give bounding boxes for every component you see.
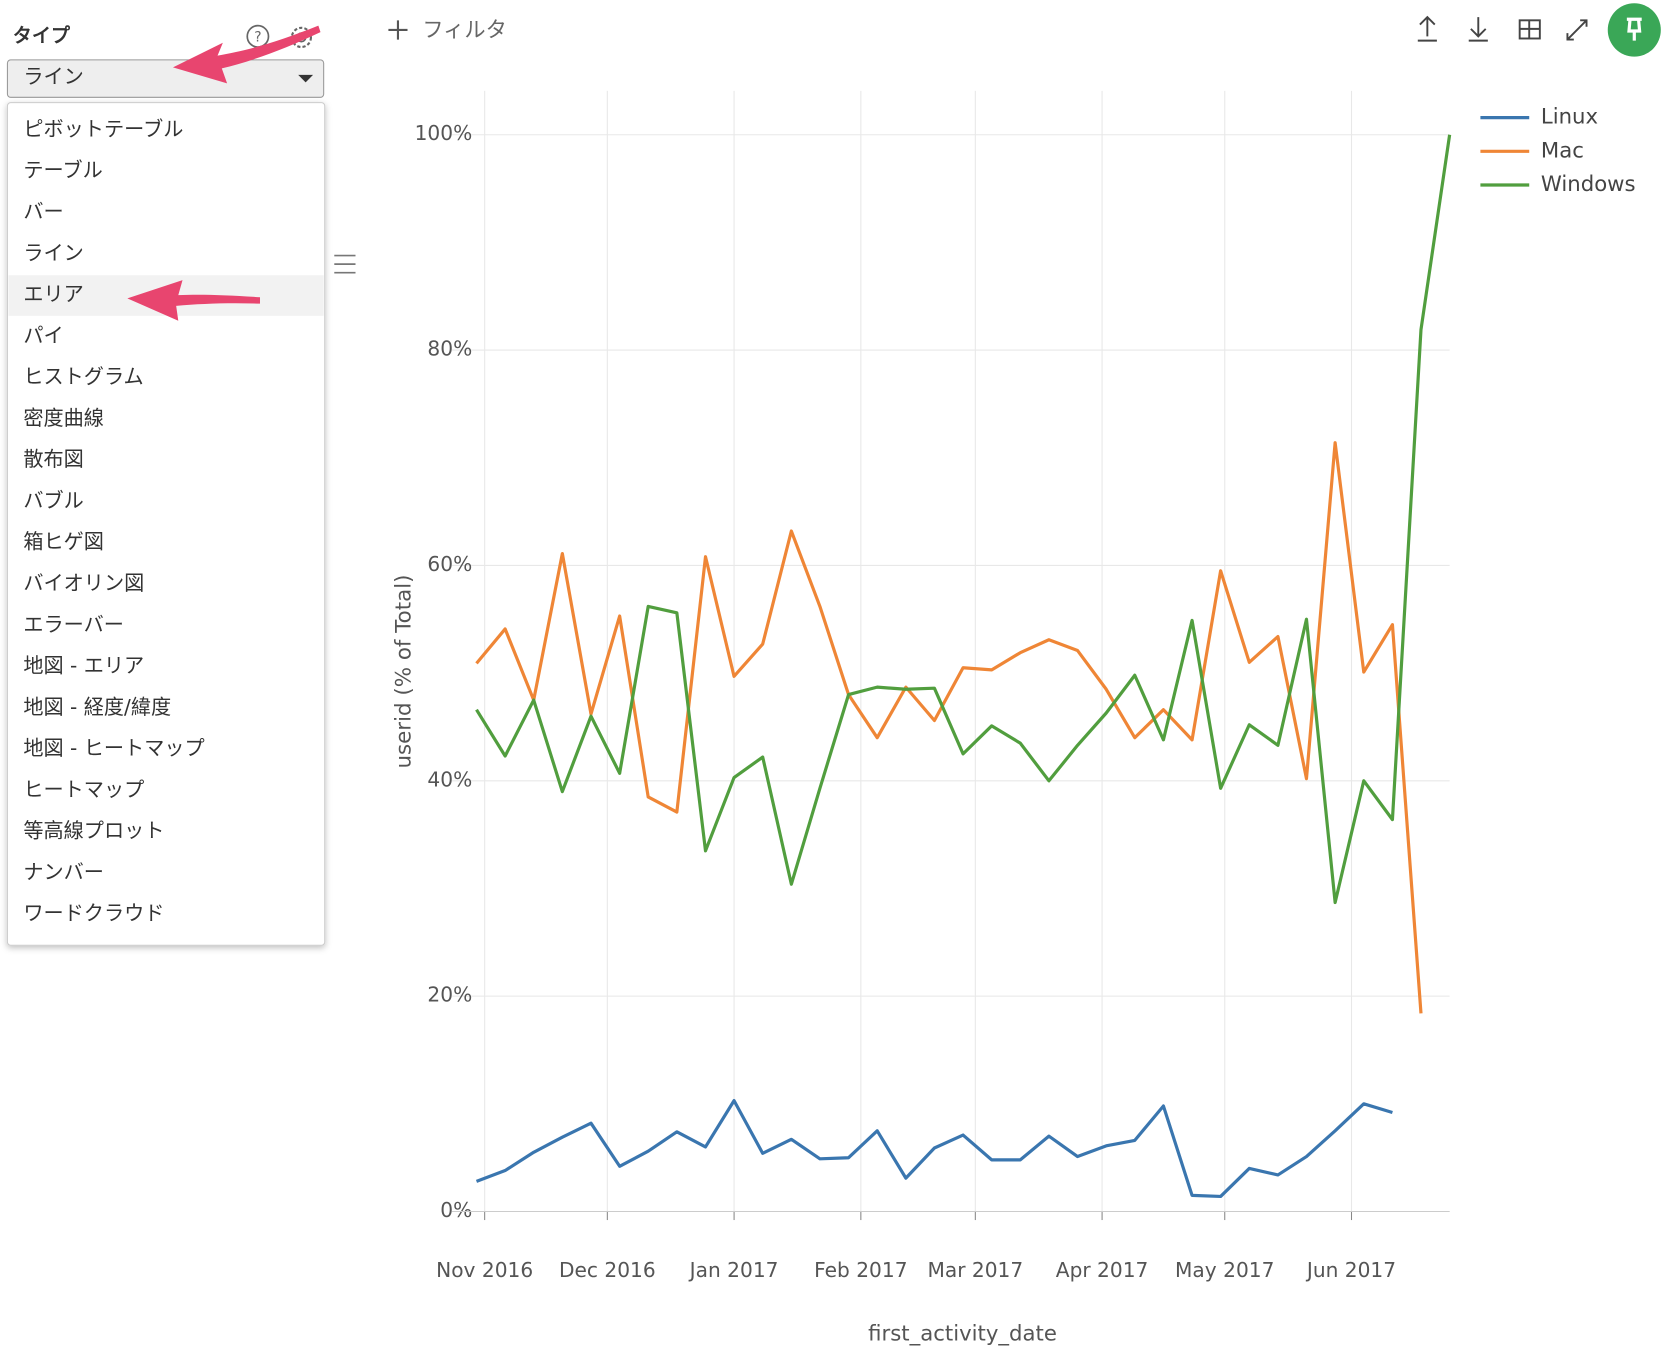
- y-tick-label: 60%: [427, 552, 472, 576]
- menu-option[interactable]: バイオリン図: [23, 571, 144, 595]
- x-tick-label: Jan 2017: [688, 1258, 779, 1282]
- menu-option[interactable]: 散布図: [23, 447, 83, 471]
- y-tick-label: 0%: [440, 1198, 472, 1222]
- menu-option[interactable]: エラーバー: [23, 612, 124, 636]
- svg-text:?: ?: [254, 29, 261, 45]
- menu-option[interactable]: エリア: [23, 282, 83, 306]
- menu-option[interactable]: ヒストグラム: [23, 365, 143, 389]
- y-tick-label: 40%: [427, 767, 472, 791]
- series-line: [475, 1099, 1393, 1199]
- x-tick-label: Jun 2017: [1305, 1258, 1396, 1282]
- help-icon[interactable]: ?: [246, 24, 270, 48]
- chart: 0% 20% 40% 60% 80% 100% Nov 2016 Dec 2016 Jan 20…: [391, 90, 1636, 1347]
- menu-option[interactable]: バー: [23, 199, 63, 223]
- y-tick-label: 20%: [427, 983, 472, 1007]
- expand-icon[interactable]: [1566, 19, 1588, 41]
- dropdown-list: ピボットテーブルテーブルバーラインエリアパイヒストグラム密度曲線散布図バブル箱ヒ…: [8, 117, 324, 925]
- selected-type: ライン: [23, 65, 83, 89]
- y-axis-title: userid (% of Total): [391, 574, 416, 768]
- x-axis-title: first_activity_date: [868, 1321, 1057, 1346]
- legend-label: Mac: [1541, 138, 1584, 163]
- add-filter[interactable]: フィルタ: [388, 18, 507, 43]
- x-tick-label: Nov 2016: [436, 1258, 533, 1282]
- menu-option[interactable]: 密度曲線: [23, 406, 104, 430]
- legend-label: Linux: [1541, 105, 1598, 130]
- menu-icon[interactable]: [334, 254, 356, 274]
- type-select[interactable]: ライン: [6, 59, 325, 98]
- series-line: [475, 441, 1423, 1014]
- arrow-annotation: [127, 25, 321, 321]
- x-tick-label: Feb 2017: [814, 1258, 907, 1282]
- x-tick-label: Mar 2017: [927, 1258, 1023, 1282]
- y-tick-label: 80%: [427, 337, 472, 361]
- table-icon[interactable]: [1518, 19, 1541, 40]
- x-tick-label: Dec 2016: [559, 1258, 656, 1282]
- pin-button[interactable]: [1607, 3, 1661, 57]
- legend-label: Windows: [1541, 172, 1636, 197]
- menu-option[interactable]: ワードクラウド: [23, 901, 164, 925]
- menu-option[interactable]: ナンバー: [23, 860, 104, 884]
- download-icon[interactable]: [1468, 17, 1488, 42]
- upload-icon[interactable]: [1417, 15, 1437, 42]
- menu-option[interactable]: ヒートマップ: [23, 777, 144, 801]
- menu-option[interactable]: 等高線プロット: [23, 819, 164, 843]
- menu-option[interactable]: ピボットテーブル: [23, 117, 183, 141]
- x-tick-label: Apr 2017: [1056, 1258, 1149, 1282]
- type-label: タイプ: [13, 24, 71, 47]
- series-line: [475, 134, 1452, 905]
- x-tick-label: May 2017: [1175, 1258, 1274, 1282]
- menu-option[interactable]: 地図 - 経度/緯度: [23, 695, 171, 719]
- menu-option[interactable]: 地図 - エリア: [23, 653, 144, 677]
- menu-option[interactable]: バブル: [23, 488, 83, 512]
- y-tick-label: 100%: [415, 121, 473, 145]
- menu-option[interactable]: ライン: [23, 241, 83, 265]
- filter-label: フィルタ: [422, 18, 506, 43]
- menu-option[interactable]: パイ: [23, 323, 63, 347]
- menu-option[interactable]: 地図 - ヒートマップ: [23, 736, 204, 760]
- menu-option[interactable]: 箱ヒゲ図: [23, 530, 104, 554]
- menu-option[interactable]: テーブル: [23, 158, 102, 182]
